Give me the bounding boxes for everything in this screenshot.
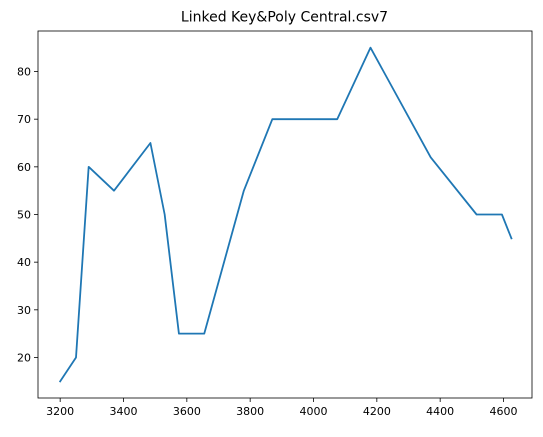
plot-area [37,30,533,399]
series-line-0 [58,46,513,383]
x-tick-label: 4400 [426,405,454,418]
x-tick-label: 3200 [46,405,74,418]
y-tick-label: 50 [17,209,31,222]
chart-title: Linked Key&Poly Central.csv7 [181,10,388,26]
x-axis: 3200 3400 3600 3800 4000 4200 4400 4600 [46,398,518,418]
y-tick-label: 20 [17,351,31,364]
y-tick-label: 70 [17,113,31,126]
x-tick-label: 3400 [110,405,138,418]
x-tick-label: 3600 [173,405,201,418]
x-tick-label: 4600 [490,405,518,418]
y-tick-label: 60 [17,161,31,174]
plot-frame [37,30,533,399]
x-tick-label: 4200 [363,405,391,418]
x-tick-label: 3800 [236,405,264,418]
y-tick-label: 40 [17,256,31,269]
y-axis: 20 30 40 50 60 70 80 [17,66,38,364]
x-tick-label: 4000 [300,405,328,418]
y-tick-label: 30 [17,304,31,317]
y-tick-label: 80 [17,66,31,79]
